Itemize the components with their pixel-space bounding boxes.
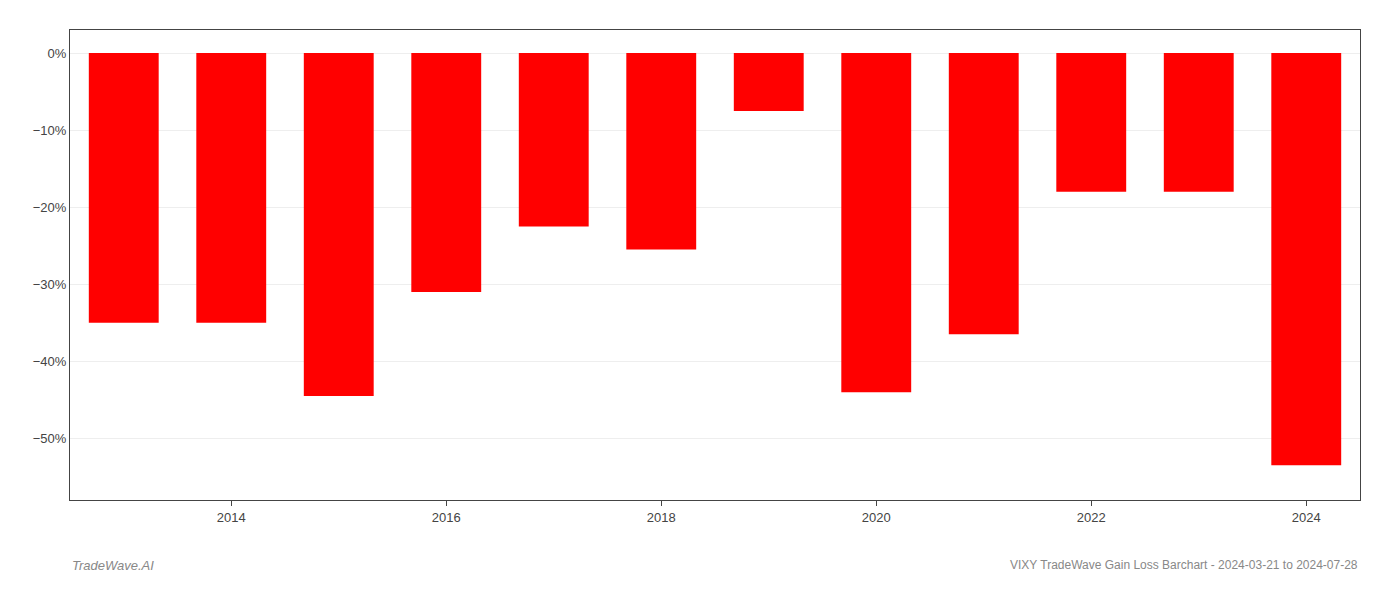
svg-text:2014: 2014 <box>217 510 246 525</box>
svg-text:−10%: −10% <box>33 123 67 138</box>
svg-text:−20%: −20% <box>33 200 67 215</box>
svg-text:−40%: −40% <box>33 354 67 369</box>
svg-text:0%: 0% <box>48 46 67 61</box>
svg-text:VIXY TradeWave Gain Loss Barch: VIXY TradeWave Gain Loss Barchart - 2024… <box>1010 558 1358 572</box>
svg-text:2020: 2020 <box>862 510 891 525</box>
svg-text:TradeWave.AI: TradeWave.AI <box>72 558 154 573</box>
svg-text:−50%: −50% <box>33 431 67 446</box>
svg-text:2024: 2024 <box>1292 510 1321 525</box>
svg-text:−30%: −30% <box>33 277 67 292</box>
svg-text:2018: 2018 <box>647 510 676 525</box>
svg-text:2022: 2022 <box>1077 510 1106 525</box>
svg-text:2016: 2016 <box>432 510 461 525</box>
